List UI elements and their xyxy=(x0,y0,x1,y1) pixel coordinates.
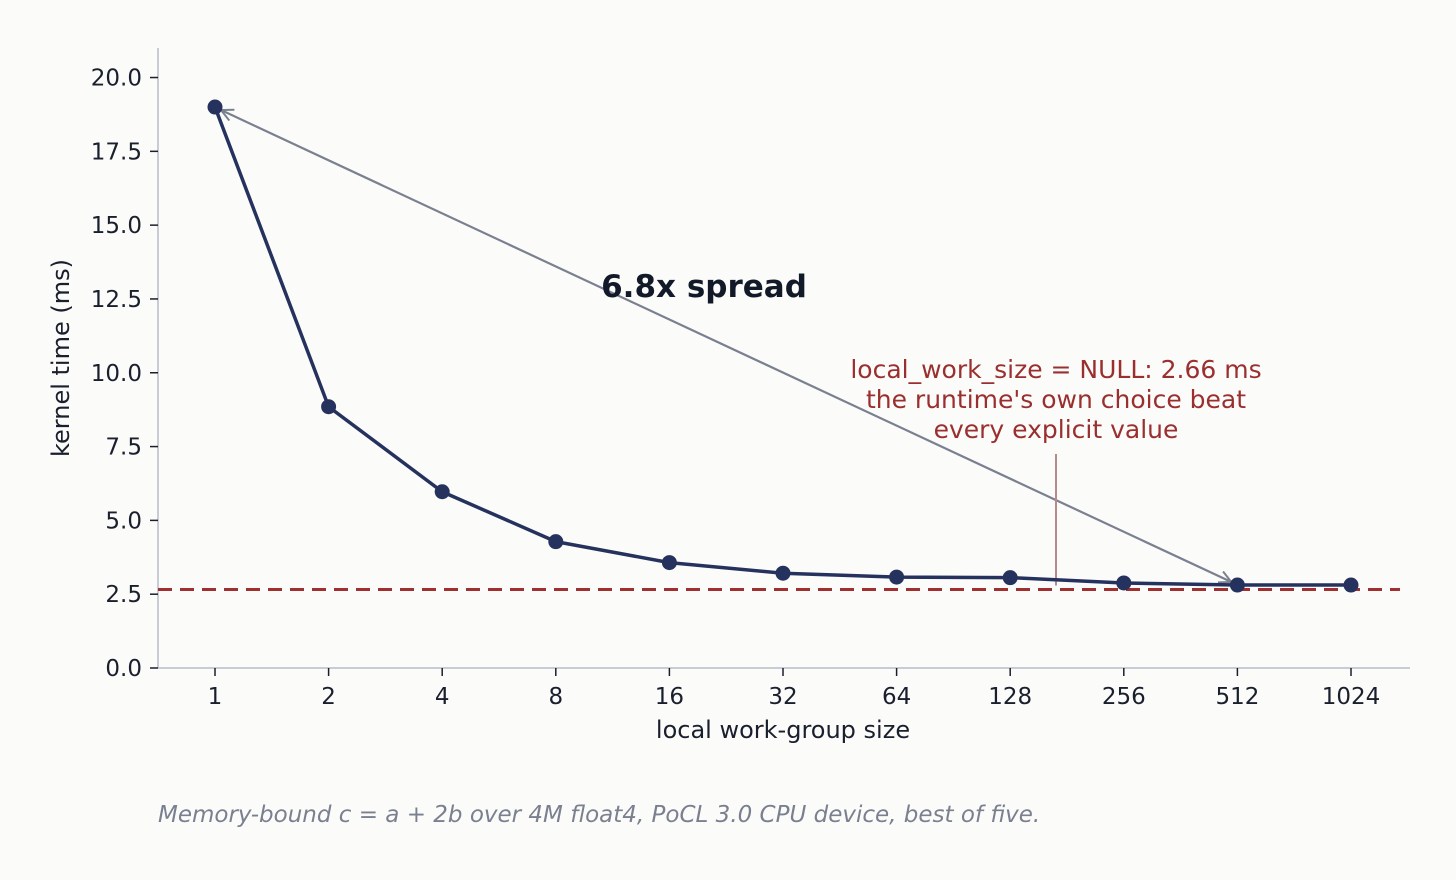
null-note-text-line: the runtime's own choice beat xyxy=(866,385,1246,414)
x-tick-label: 4 xyxy=(435,684,450,710)
data-point-1024 xyxy=(1343,577,1359,593)
x-tick-label: 256 xyxy=(1102,684,1146,710)
x-tick-label: 16 xyxy=(655,684,684,710)
figure-caption: Memory-bound c = a + 2b over 4M float4, … xyxy=(158,802,1041,828)
y-tick-label: 17.5 xyxy=(91,139,142,165)
y-tick-label: 5.0 xyxy=(105,508,142,534)
null-note-text-line: every explicit value xyxy=(934,415,1179,444)
null-note-text-line: local_work_size = NULL: 2.66 ms xyxy=(850,355,1261,384)
data-point-8 xyxy=(548,534,564,550)
x-tick-label: 8 xyxy=(548,684,563,710)
x-tick-label: 1 xyxy=(208,684,223,710)
x-axis-label: local work-group size xyxy=(656,716,910,744)
data-point-4 xyxy=(434,484,450,500)
y-axis-label: kernel time (ms) xyxy=(47,259,75,457)
y-tick-label: 10.0 xyxy=(91,361,142,387)
x-tick-label: 32 xyxy=(768,684,797,710)
spread-arrow xyxy=(218,108,1234,584)
data-point-16 xyxy=(661,555,677,571)
y-tick-label: 0.0 xyxy=(105,656,142,682)
x-tick-label: 1024 xyxy=(1322,684,1381,710)
data-point-32 xyxy=(775,565,791,581)
y-tick-label: 15.0 xyxy=(91,213,142,239)
y-tick-label: 20.0 xyxy=(91,66,142,92)
spread-annotation-label: 6.8x spread xyxy=(601,269,807,305)
data-point-512 xyxy=(1229,577,1245,593)
x-tick-label: 128 xyxy=(988,684,1032,710)
x-tick-label: 2 xyxy=(321,684,336,710)
y-tick-label: 12.5 xyxy=(91,287,142,313)
y-tick-label: 7.5 xyxy=(105,435,142,461)
data-point-1 xyxy=(207,99,223,115)
data-point-128 xyxy=(1002,570,1018,586)
data-point-64 xyxy=(889,569,905,585)
series-line xyxy=(213,106,1351,587)
data-point-256 xyxy=(1116,575,1132,591)
data-point-2 xyxy=(321,399,337,415)
x-tick-label: 64 xyxy=(882,684,911,710)
x-tick-label: 512 xyxy=(1215,684,1259,710)
y-tick-label: 2.5 xyxy=(105,582,142,608)
